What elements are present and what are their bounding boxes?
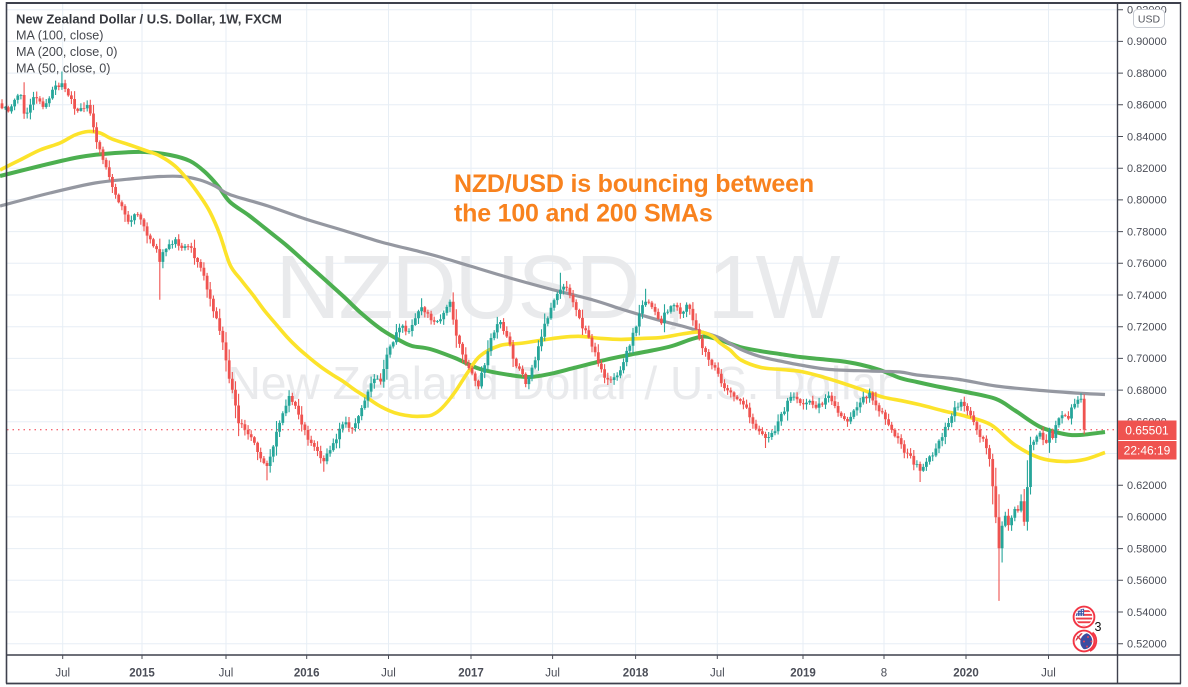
svg-text:Jul: Jul (219, 668, 234, 680)
svg-text:0.52000: 0.52000 (1127, 639, 1167, 651)
svg-text:2016: 2016 (294, 668, 320, 680)
svg-text:0.80000: 0.80000 (1127, 195, 1167, 207)
svg-text:2015: 2015 (129, 668, 155, 680)
svg-text:22:46:19: 22:46:19 (1124, 444, 1171, 458)
svg-text:0.60000: 0.60000 (1127, 512, 1167, 524)
svg-text:0.65501: 0.65501 (1125, 424, 1169, 438)
svg-text:New Zealand Dollar / U.S. Doll: New Zealand Dollar / U.S. Dollar, 1W, FX… (16, 12, 282, 27)
svg-text:0.70000: 0.70000 (1127, 353, 1167, 365)
svg-text:0.72000: 0.72000 (1127, 322, 1167, 334)
svg-text:0.56000: 0.56000 (1127, 575, 1167, 587)
svg-text:MA (50, close, 0): MA (50, close, 0) (16, 62, 111, 76)
svg-text:NZDUSD , 1W: NZDUSD , 1W (276, 238, 841, 338)
svg-text:2020: 2020 (953, 668, 979, 680)
svg-text:MA (100, close): MA (100, close) (16, 29, 104, 43)
svg-text:MA (200, close, 0): MA (200, close, 0) (16, 45, 118, 59)
svg-text:Jul: Jul (1041, 668, 1056, 680)
svg-text:0.86000: 0.86000 (1127, 100, 1167, 112)
svg-text:USD: USD (1138, 14, 1161, 26)
svg-text:0.78000: 0.78000 (1127, 226, 1167, 238)
svg-text:Jul: Jul (381, 668, 396, 680)
svg-text:8: 8 (881, 668, 887, 680)
svg-text:0.76000: 0.76000 (1127, 258, 1167, 270)
svg-text:0.74000: 0.74000 (1127, 290, 1167, 302)
svg-text:0.84000: 0.84000 (1127, 131, 1167, 143)
svg-text:0.68000: 0.68000 (1127, 385, 1167, 397)
svg-text:the 100 and 200 SMAs: the 100 and 200 SMAs (454, 200, 713, 228)
svg-text:New Zealand Dollar / U.S. Doll: New Zealand Dollar / U.S. Dollar (228, 357, 893, 409)
svg-text:0.54000: 0.54000 (1127, 607, 1167, 619)
svg-text:3: 3 (1095, 620, 1102, 634)
svg-text:0.62000: 0.62000 (1127, 480, 1167, 492)
svg-text:0.88000: 0.88000 (1127, 68, 1167, 80)
svg-text:2018: 2018 (623, 668, 649, 680)
svg-text:Jul: Jul (55, 668, 70, 680)
svg-text:0.90000: 0.90000 (1127, 36, 1167, 48)
svg-text:NZD/USD is bouncing between: NZD/USD is bouncing between (454, 170, 814, 198)
svg-text:Jul: Jul (710, 668, 725, 680)
svg-text:0.82000: 0.82000 (1127, 163, 1167, 175)
svg-text:2017: 2017 (458, 668, 484, 680)
svg-text:Jul: Jul (545, 668, 560, 680)
svg-text:0.58000: 0.58000 (1127, 543, 1167, 555)
svg-text:2019: 2019 (790, 668, 816, 680)
